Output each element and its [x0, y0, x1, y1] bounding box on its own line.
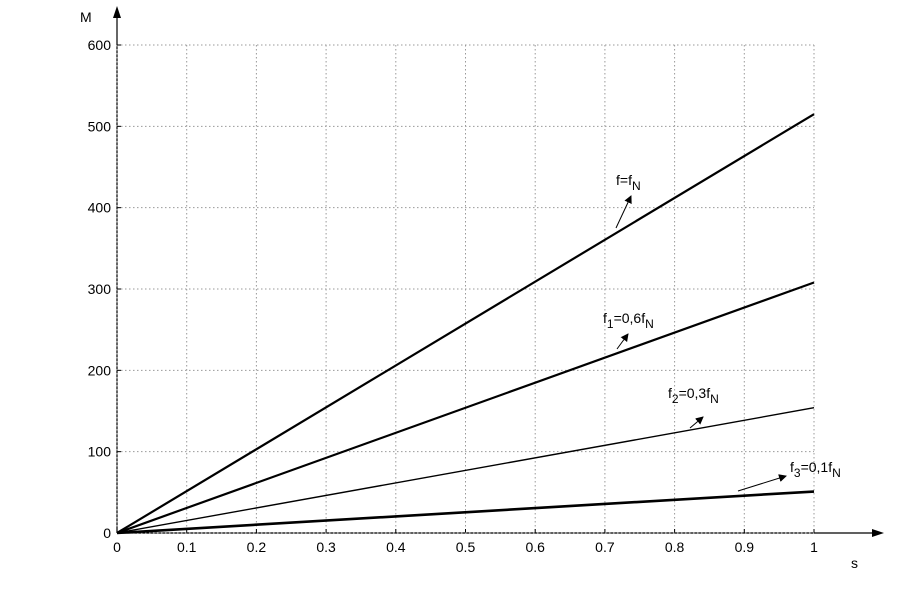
series-line [116, 113, 815, 534]
y-tick-label: 300 [88, 281, 112, 297]
x-tick-label: 0.3 [316, 539, 336, 555]
x-axis-arrow [872, 529, 884, 537]
x-tick-label: 0.5 [456, 539, 476, 555]
y-axis-arrow [113, 6, 121, 18]
annotation-text: =0,1f [801, 459, 833, 475]
annotation-text: f [668, 385, 672, 401]
x-tick-label: 0.1 [177, 539, 197, 555]
x-tick-label: 1 [810, 539, 818, 555]
x-tick-label: 0.4 [386, 539, 406, 555]
annotation-arrow [689, 416, 704, 429]
annotation-text: f [790, 459, 794, 475]
x-tick-label: 0.8 [665, 539, 685, 555]
annotation-subscript: N [645, 317, 654, 331]
annotation-text: =0,3f [679, 385, 711, 401]
annotation-subscript: N [832, 466, 841, 480]
annotation: f3=0,1fN [790, 459, 841, 480]
y-tick-label: 100 [88, 444, 112, 460]
annotation-subscript: 2 [672, 392, 679, 406]
annotation: f2=0,3fN [668, 385, 719, 406]
series-line [116, 281, 815, 535]
y-axis-label: M [80, 9, 92, 25]
annotation: f=fN [616, 172, 641, 193]
series-line [116, 490, 815, 535]
y-tick-label: 500 [88, 118, 112, 134]
annotation-arrow [615, 195, 632, 229]
y-tick-label: 600 [88, 37, 112, 53]
annotation-arrow [737, 474, 787, 492]
annotation-text: =0,6f [614, 310, 646, 326]
annotation-subscript: 3 [794, 466, 801, 480]
annotation-text: f [603, 310, 607, 326]
x-tick-label: 0.9 [735, 539, 755, 555]
y-tick-label: 200 [88, 362, 112, 378]
annotation-subscript: N [710, 392, 719, 406]
x-tick-label: 0.6 [525, 539, 545, 555]
y-tick-label: 400 [88, 200, 112, 216]
x-tick-label: 0 [113, 539, 121, 555]
annotation-text: f=f [616, 172, 632, 188]
annotation-subscript: N [632, 179, 641, 193]
x-axis-label: s [851, 555, 858, 571]
x-tick-label: 0.7 [595, 539, 615, 555]
annotation-subscript: 1 [607, 317, 614, 331]
series-line [116, 407, 815, 534]
y-tick-label: 0 [103, 525, 111, 541]
annotation-arrow [616, 333, 629, 350]
x-tick-label: 0.2 [247, 539, 267, 555]
annotation: f1=0,6fN [603, 310, 654, 331]
